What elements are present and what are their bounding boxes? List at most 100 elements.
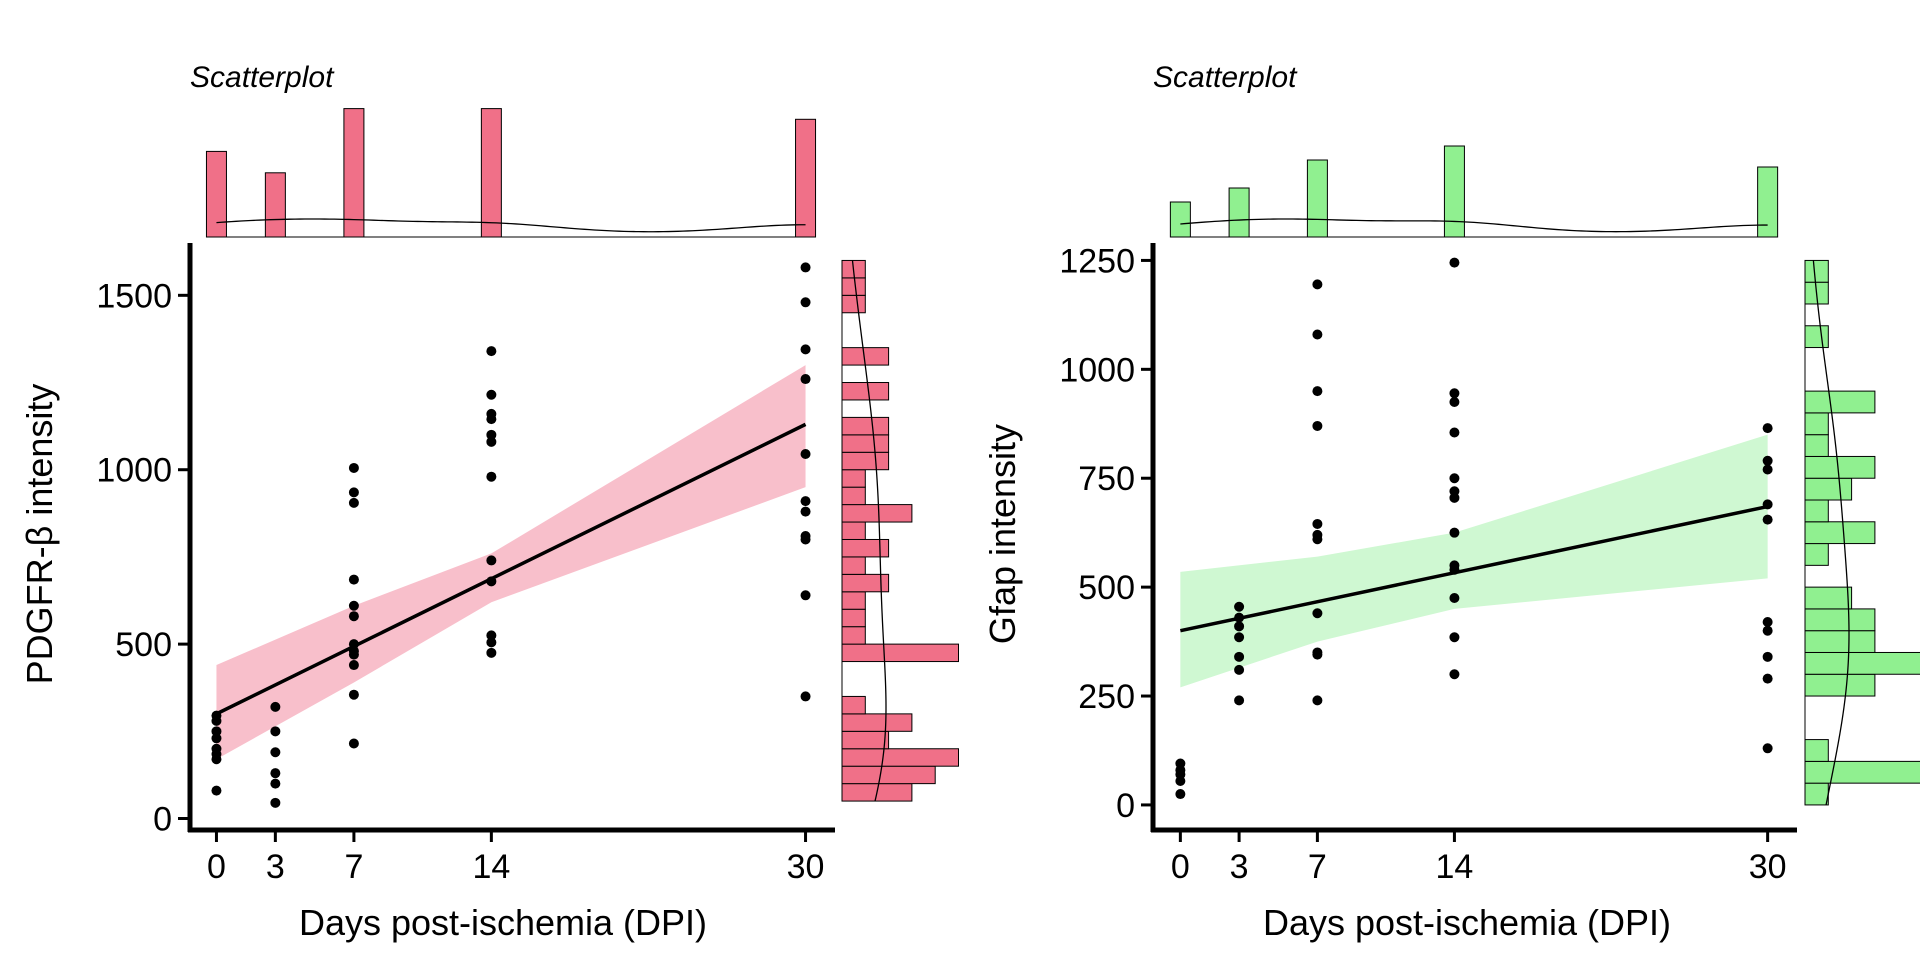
- right-histogram-bar: [841, 765, 936, 785]
- x-tick-label: 3: [266, 848, 285, 886]
- data-point: [1312, 279, 1323, 290]
- data-point: [348, 611, 359, 622]
- data-point: [348, 462, 359, 473]
- data-point: [1449, 669, 1460, 680]
- data-point: [348, 738, 359, 749]
- data-point: [1312, 529, 1323, 540]
- panel-gfap: Scatterplot Days post-ischemia (DPI) Gfa…: [982, 61, 1920, 943]
- data-point: [1449, 593, 1460, 604]
- data-point: [348, 487, 359, 498]
- data-point: [1449, 527, 1460, 538]
- y-tick-label: 1500: [96, 277, 172, 315]
- right-histogram-bar: [841, 695, 866, 715]
- y-tick-label: 1000: [1059, 351, 1135, 389]
- panel-pdgfr: Scatterplot Days post-ischemia (DPI) PDG…: [19, 61, 959, 943]
- data-point: [270, 768, 281, 779]
- data-point: [348, 497, 359, 508]
- y-tick-label: 1000: [96, 452, 172, 490]
- data-point: [486, 346, 497, 357]
- data-point: [1449, 257, 1460, 268]
- right-histogram-bar: [1804, 390, 1876, 414]
- top-histogram-bar: [795, 118, 817, 238]
- data-point: [270, 778, 281, 789]
- x-tick-label: 30: [787, 848, 825, 886]
- data-point: [270, 701, 281, 712]
- right-histogram-bar: [1804, 434, 1829, 457]
- x-tick-label: 14: [472, 848, 510, 886]
- x-tick-label: 7: [1308, 848, 1327, 886]
- data-point: [486, 408, 497, 419]
- confidence-band: [1180, 434, 1768, 688]
- data-point: [1234, 664, 1245, 675]
- data-point: [1449, 396, 1460, 407]
- data-point: [1762, 616, 1773, 627]
- data-point: [1762, 625, 1773, 636]
- data-point: [270, 747, 281, 758]
- right-histogram-bar: [1804, 608, 1876, 632]
- right-histogram-bar: [841, 626, 866, 645]
- right-histogram-bar: [1804, 499, 1829, 523]
- top-density-curve: [216, 218, 806, 233]
- data-point: [1762, 673, 1773, 684]
- y-tick-label: 1250: [1059, 242, 1135, 280]
- data-point: [486, 429, 497, 440]
- y-axis-title: PDGFR-β intensity: [19, 384, 60, 685]
- data-point: [486, 630, 497, 641]
- right-histogram-bar: [841, 538, 890, 558]
- data-point: [1762, 423, 1773, 434]
- right-histogram-bar: [841, 451, 890, 471]
- right-histogram-bar: [1804, 477, 1853, 501]
- right-histogram-bar: [1804, 521, 1876, 545]
- data-point: [800, 262, 811, 273]
- data-point: [1312, 608, 1323, 619]
- y-tick-label: 500: [1078, 569, 1135, 607]
- data-point: [1762, 743, 1773, 754]
- x-tick-label: 0: [207, 848, 226, 886]
- right-histogram-bar: [841, 434, 890, 453]
- data-point: [1234, 695, 1245, 706]
- right-histogram-bar: [841, 748, 959, 767]
- data-point: [800, 496, 811, 507]
- right-density-curve: [1812, 260, 1850, 806]
- data-point: [800, 449, 811, 460]
- y-tick-label: 500: [115, 626, 172, 664]
- right-histogram-bar: [841, 608, 866, 628]
- right-histogram-bar: [841, 416, 890, 436]
- right-histogram-bar: [1804, 455, 1876, 479]
- data-point: [348, 660, 359, 671]
- right-histogram-bar: [841, 730, 890, 750]
- right-histogram-bar: [1804, 586, 1853, 610]
- data-point: [1762, 651, 1773, 662]
- data-point: [486, 389, 497, 400]
- data-point: [800, 590, 811, 601]
- right-histogram-bar: [1804, 259, 1829, 283]
- data-point: [1449, 486, 1460, 497]
- data-point: [486, 637, 497, 648]
- top-histogram-bar: [1169, 201, 1191, 238]
- right-histogram-bar: [1804, 543, 1829, 566]
- data-point: [1762, 514, 1773, 525]
- data-point: [1312, 329, 1323, 340]
- top-histogram-bar: [343, 108, 365, 238]
- top-histogram-bar: [1757, 166, 1779, 238]
- x-tick-label: 30: [1749, 848, 1787, 886]
- data-point: [270, 797, 281, 808]
- data-point: [1234, 632, 1245, 643]
- data-point: [1175, 789, 1186, 800]
- x-tick-label: 0: [1171, 848, 1190, 886]
- right-histogram-bar: [841, 556, 866, 575]
- confidence-band: [216, 365, 806, 760]
- data-point: [486, 471, 497, 482]
- y-tick-label: 0: [153, 801, 172, 839]
- right-histogram-bar: [1804, 782, 1829, 806]
- x-axis-title: Days post-ischemia (DPI): [299, 902, 707, 943]
- y-tick-label: 750: [1078, 460, 1135, 498]
- data-point: [1312, 695, 1323, 706]
- top-density-curve: [1180, 218, 1768, 233]
- right-histogram-bar: [841, 277, 866, 296]
- data-point: [486, 647, 497, 658]
- data-point: [486, 555, 497, 566]
- right-histogram-bar: [841, 521, 866, 540]
- right-histogram-bar: [841, 591, 866, 610]
